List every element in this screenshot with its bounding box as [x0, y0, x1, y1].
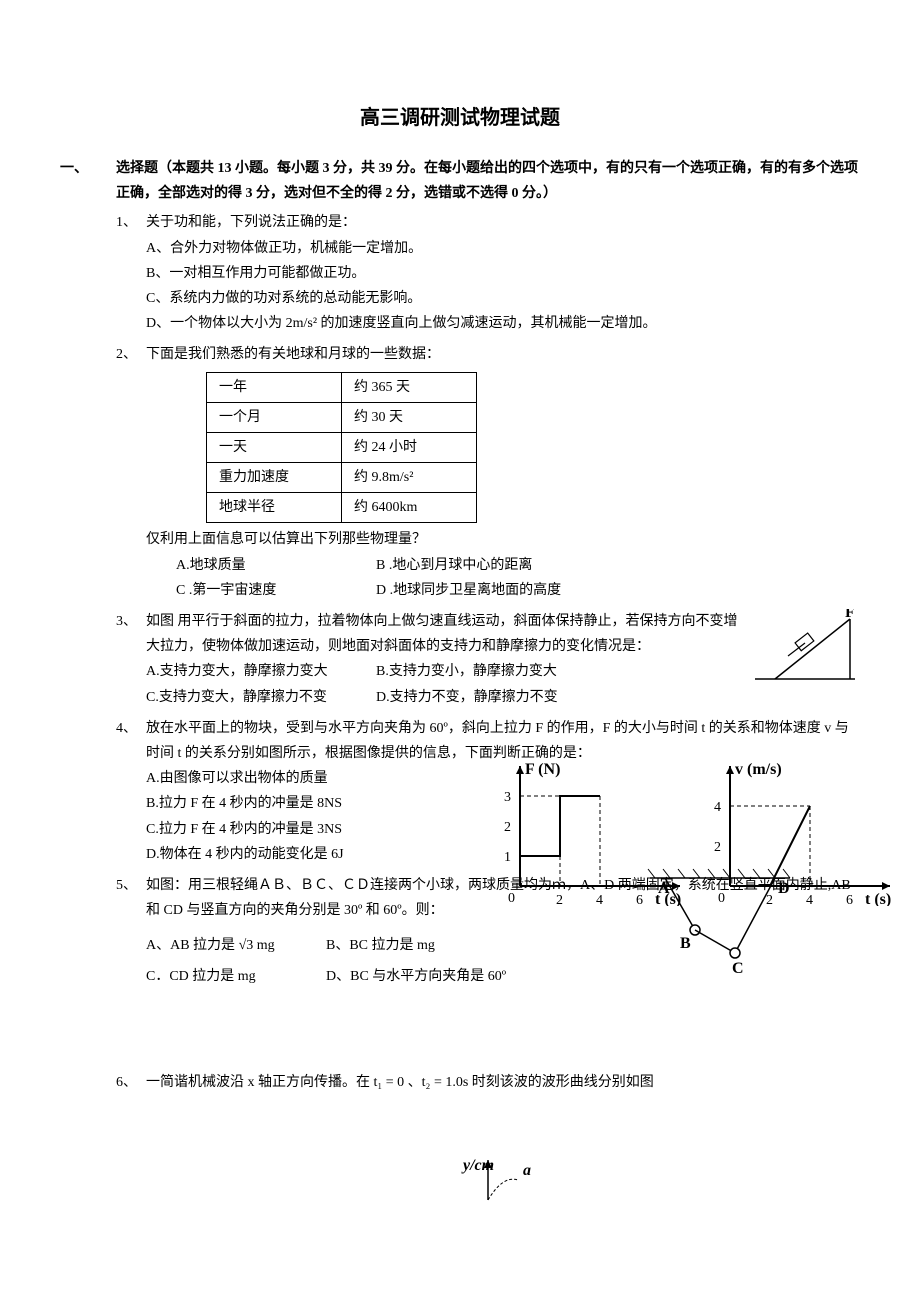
table-cell: 一年: [207, 372, 342, 402]
q5-optA: A、AB 拉力是 √3 mg: [146, 933, 326, 958]
ytick: 1: [504, 850, 511, 865]
q6-number: 6、: [116, 1070, 146, 1095]
q4-optB: B.拉力 F 在 4 秒内的冲量是 8NS: [146, 791, 486, 816]
q2-subtext: 仅利用上面信息可以估算出下列那些物理量？: [146, 527, 860, 552]
table-row: 一天约 24 小时: [207, 432, 477, 462]
q2-stem: 下面是我们熟悉的有关地球和月球的一些数据：: [146, 342, 860, 367]
question-5: 5、 如图：用三根轻绳ＡＢ、ＢＣ、ＣＤ连接两个小球，两球质量均为ｍ，A、D 两端…: [116, 873, 860, 990]
q5-optB: B、BC 拉力是 mg: [326, 933, 586, 958]
q3-optA: A.支持力变大，静摩擦力变大: [146, 659, 376, 684]
q3-optD: D.支持力不变，静摩擦力不变: [376, 685, 558, 710]
chart-xlabel: t (s): [865, 891, 891, 906]
svg-text:F: F: [845, 609, 855, 621]
question-6: 6、 一简谐机械波沿 x 轴正方向传播。在 t₁ = 0 、t₂ = 1.0s …: [116, 1070, 860, 1214]
question-1: 1、 关于功和能，下列说法正确的是： A、合外力对物体做正功，机械能一定增加。 …: [116, 210, 860, 336]
ytick: 3: [504, 790, 511, 805]
q6-curve-a: a: [523, 1162, 531, 1179]
q1-stem: 关于功和能，下列说法正确的是：: [146, 210, 860, 235]
q2-optC: C .第一宇宙速度: [176, 578, 376, 603]
q1-optB: B、一对相互作用力可能都做正功。: [146, 261, 860, 286]
question-2: 2、 下面是我们熟悉的有关地球和月球的一些数据： 一年约 365 天 一个月约 …: [116, 342, 860, 603]
q3-optB: B.支持力变小，静摩擦力变大: [376, 659, 557, 684]
table-row: 一个月约 30 天: [207, 402, 477, 432]
q4-number: 4、: [116, 716, 146, 766]
q1-optA: A、合外力对物体做正功，机械能一定增加。: [146, 236, 860, 261]
table-cell: 地球半径: [207, 493, 342, 523]
section-header-text: 选择题（本题共 13 小题。每小题 3 分，共 39 分。在每小题给出的四个选项…: [116, 156, 860, 206]
ytick: 4: [714, 800, 721, 815]
q2-table: 一年约 365 天 一个月约 30 天 一天约 24 小时 重力加速度约 9.8…: [206, 372, 477, 524]
q3-figure: F: [750, 609, 860, 710]
q2-optA: A.地球质量: [176, 553, 376, 578]
ytick: 2: [714, 840, 721, 855]
q4-optC: C.拉力 F 在 4 秒内的冲量是 3NS: [146, 817, 486, 842]
q6-figure: y/cm a: [116, 1155, 860, 1214]
q6-stem: 一简谐机械波沿 x 轴正方向传播。在 t₁ = 0 、t₂ = 1.0s 时刻该…: [146, 1070, 860, 1095]
label-D: D: [778, 880, 790, 897]
q2-optD: D .地球同步卫星离地面的高度: [376, 578, 576, 603]
q5-optC: C．CD 拉力是 mg: [146, 964, 326, 989]
table-cell: 一个月: [207, 402, 342, 432]
q2-optB: B .地心到月球中心的距离: [376, 553, 576, 578]
table-cell: 重力加速度: [207, 463, 342, 493]
table-cell: 约 365 天: [342, 372, 477, 402]
table-row: 重力加速度约 9.8m/s²: [207, 463, 477, 493]
q1-number: 1、: [116, 210, 146, 235]
label-A: A: [658, 880, 670, 897]
page-title: 高三调研测试物理试题: [60, 100, 860, 136]
table-cell: 约 30 天: [342, 402, 477, 432]
table-cell: 一天: [207, 432, 342, 462]
q3-number: 3、: [116, 609, 146, 659]
ytick: 2: [504, 820, 511, 835]
q4-optA: A.由图像可以求出物体的质量: [146, 766, 486, 791]
section-number: 一、: [60, 156, 116, 206]
q5-figure: A B C D: [640, 863, 800, 992]
section-header: 一、 选择题（本题共 13 小题。每小题 3 分，共 39 分。在每小题给出的四…: [60, 156, 860, 206]
q4-optD: D.物体在 4 秒内的动能变化是 6J: [146, 842, 486, 867]
q5-number: 5、: [116, 873, 146, 923]
q1-optD: D、一个物体以大小为 2m/s² 的加速度竖直向上做匀减速运动，其机械能一定增加…: [146, 311, 860, 336]
q6-ylabel: y/cm: [461, 1157, 494, 1174]
q1-optC: C、系统内力做的功对系统的总动能无影响。: [146, 286, 860, 311]
label-C: C: [732, 960, 744, 977]
chart-ylabel: F (N): [525, 761, 560, 778]
q2-number: 2、: [116, 342, 146, 367]
table-cell: 约 24 小时: [342, 432, 477, 462]
table-cell: 约 6400km: [342, 493, 477, 523]
question-3: 3、 如图 用平行于斜面的拉力，拉着物体向上做匀速直线运动，斜面体保持静止，若保…: [116, 609, 860, 710]
q3-optC: C.支持力变大，静摩擦力不变: [146, 685, 376, 710]
chart-ylabel: v (m/s): [735, 761, 782, 778]
table-row: 一年约 365 天: [207, 372, 477, 402]
q3-stem: 如图 用平行于斜面的拉力，拉着物体向上做匀速直线运动，斜面体保持静止，若保持方向…: [146, 609, 740, 659]
label-B: B: [680, 935, 691, 952]
table-cell: 约 9.8m/s²: [342, 463, 477, 493]
table-row: 地球半径约 6400km: [207, 493, 477, 523]
question-4: 4、 放在水平面上的物块，受到与水平方向夹角为 60º，斜向上拉力 F 的作用，…: [116, 716, 860, 867]
q5-optD: D、BC 与水平方向夹角是 60º: [326, 964, 586, 989]
